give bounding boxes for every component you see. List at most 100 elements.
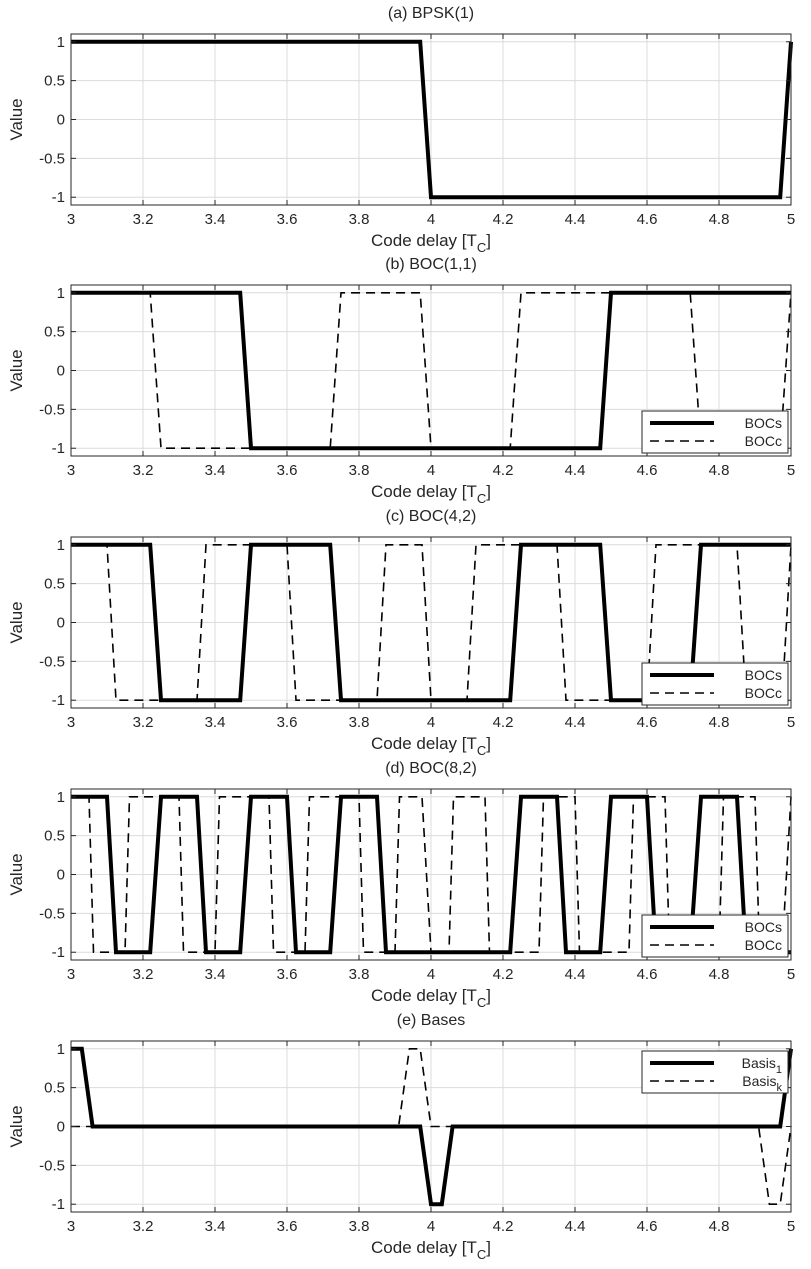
x-tick-label: 3.6 <box>277 966 298 983</box>
legend-box <box>641 662 789 706</box>
subplot-4: 3 3.2 3.4 3.6 3.8 4 4.2 4.4 4.6 4.8 5 1 0.5 0 -0.5 -1 (e… <box>7 1012 795 1262</box>
y-axis-label: Value <box>7 1105 26 1147</box>
x-tick-label: 3.4 <box>205 966 226 983</box>
x-tick-label: 5 <box>787 1218 795 1235</box>
y-tick-label: 0.5 <box>44 324 65 341</box>
y-tick-label: -0.5 <box>39 150 65 167</box>
x-tick-label: 3.2 <box>133 1218 154 1235</box>
x-tick-label: 3 <box>67 1218 75 1235</box>
legend-entry: Basis1 <box>742 1055 782 1076</box>
subplot-2: 3 3.2 3.4 3.6 3.8 4 4.2 4.4 4.6 4.8 5 1 0.5 0 -0.5 -1 (c… <box>7 508 795 758</box>
y-axis-label: Value <box>7 349 26 391</box>
x-tick-label: 3.8 <box>349 966 370 983</box>
y-tick-label: -1 <box>52 944 65 961</box>
x-tick-label: 4.8 <box>709 1218 730 1235</box>
x-tick-label: 4.8 <box>709 966 730 983</box>
y-tick-label: 1 <box>57 285 65 302</box>
subplot-3: 3 3.2 3.4 3.6 3.8 4 4.2 4.4 4.6 4.8 5 1 0.5 0 -0.5 -1 (d… <box>7 760 795 1010</box>
subplot-title: (c) BOC(4,2) <box>386 508 477 525</box>
x-tick-label: 4.8 <box>709 211 730 228</box>
x-tick-label: 5 <box>787 714 795 731</box>
x-tick-label: 3 <box>67 462 75 479</box>
x-axis-label: Code delay [TC] <box>371 482 491 506</box>
y-tick-label: -0.5 <box>39 1157 65 1174</box>
y-tick-label: 0 <box>57 112 65 129</box>
y-tick-label: -1 <box>52 440 65 457</box>
y-tick-label: 0 <box>57 363 65 380</box>
x-tick-label: 4 <box>427 462 435 479</box>
y-tick-label: -0.5 <box>39 905 65 922</box>
x-tick-label: 4.4 <box>565 966 586 983</box>
y-tick-label: 0.5 <box>44 73 65 90</box>
x-tick-label: 4 <box>427 714 435 731</box>
legend-entry: BOCc <box>745 433 782 449</box>
y-tick-label: 0.5 <box>44 1080 65 1097</box>
x-tick-label: 4.6 <box>637 462 658 479</box>
x-tick-label: 4.6 <box>637 966 658 983</box>
y-tick-label: 1 <box>57 34 65 51</box>
x-tick-label: 4.8 <box>709 462 730 479</box>
x-tick-label: 5 <box>787 966 795 983</box>
y-tick-label: 0 <box>57 867 65 884</box>
x-tick-label: 5 <box>787 211 795 228</box>
legend: BOCs BOCc <box>641 914 789 958</box>
x-tick-label: 3.6 <box>277 211 298 228</box>
y-tick-label: 1 <box>57 1041 65 1058</box>
x-tick-label: 4.2 <box>493 462 514 479</box>
y-tick-label: -0.5 <box>39 653 65 670</box>
x-tick-label: 4.2 <box>493 1218 514 1235</box>
x-tick-label: 3.4 <box>205 211 226 228</box>
y-tick-label: -1 <box>52 189 65 206</box>
x-tick-label: 3.2 <box>133 966 154 983</box>
y-tick-label: 0.5 <box>44 828 65 845</box>
x-tick-label: 3.4 <box>205 1218 226 1235</box>
legend-box <box>641 1050 789 1094</box>
x-axis-label: Code delay [TC] <box>371 1238 491 1262</box>
y-tick-label: -1 <box>52 1196 65 1213</box>
x-axis-label: Code delay [TC] <box>371 986 491 1010</box>
legend: BOCs BOCc <box>641 410 789 454</box>
x-axis-label: Code delay [TC] <box>371 734 491 758</box>
x-tick-label: 4.4 <box>565 462 586 479</box>
legend-entry: BOCs <box>745 667 782 683</box>
x-tick-label: 4.6 <box>637 1218 658 1235</box>
series-dashed-line <box>71 1048 792 1205</box>
x-tick-label: 3 <box>67 714 75 731</box>
y-tick-label: 1 <box>57 537 65 554</box>
x-tick-label: 4 <box>427 211 435 228</box>
x-tick-label: 3 <box>67 966 75 983</box>
y-axis-label: Value <box>7 853 26 895</box>
x-tick-label: 5 <box>787 462 795 479</box>
x-tick-label: 4.2 <box>493 714 514 731</box>
legend-entry: BOCs <box>745 415 782 431</box>
y-tick-label: -1 <box>52 692 65 709</box>
y-tick-label: 0.5 <box>44 576 65 593</box>
x-tick-label: 3.4 <box>205 462 226 479</box>
x-tick-label: 3.6 <box>277 714 298 731</box>
x-tick-label: 4.4 <box>565 211 586 228</box>
x-tick-label: 4 <box>427 1218 435 1235</box>
x-tick-label: 3.8 <box>349 714 370 731</box>
subplot-title: (d) BOC(8,2) <box>385 760 477 777</box>
x-tick-label: 4 <box>427 966 435 983</box>
x-tick-label: 3.4 <box>205 714 226 731</box>
x-tick-label: 4.8 <box>709 714 730 731</box>
y-tick-label: 0 <box>57 615 65 632</box>
x-tick-label: 3.2 <box>133 211 154 228</box>
x-tick-label: 3.8 <box>349 211 370 228</box>
x-tick-label: 3.6 <box>277 1218 298 1235</box>
legend-entry: BOCc <box>745 685 782 701</box>
x-tick-label: 4.2 <box>493 211 514 228</box>
legend-entry: BOCs <box>745 919 782 935</box>
legend-entry: BOCc <box>745 937 782 953</box>
series-solid-line <box>71 39 793 200</box>
subplot-0: 3 3.2 3.4 3.6 3.8 4 4.2 4.4 4.6 4.8 5 1 0.5 0 -0.5 -1 (a… <box>7 5 795 255</box>
x-tick-label: 4.2 <box>493 966 514 983</box>
subplot-title: (e) Bases <box>397 1012 465 1029</box>
legend-entry: Basisk <box>742 1073 782 1094</box>
subplot-title: (b) BOC(1,1) <box>385 256 477 273</box>
x-axis-label: Code delay [TC] <box>371 231 491 255</box>
subplot-title: (a) BPSK(1) <box>388 5 474 22</box>
